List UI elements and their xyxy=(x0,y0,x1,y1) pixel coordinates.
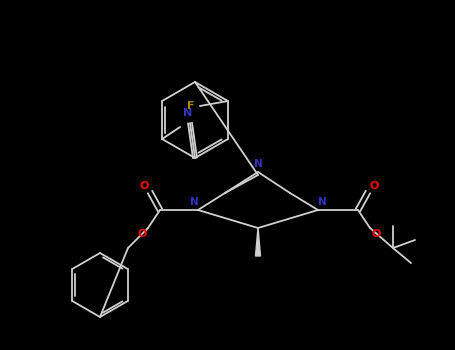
Text: O: O xyxy=(139,181,149,191)
Text: N: N xyxy=(190,197,198,207)
Text: O: O xyxy=(137,229,147,239)
Text: N: N xyxy=(318,197,326,207)
Text: N: N xyxy=(253,159,263,169)
Text: O: O xyxy=(369,181,379,191)
Text: O: O xyxy=(371,229,381,239)
Polygon shape xyxy=(256,228,261,256)
Text: N: N xyxy=(183,108,192,118)
Text: F: F xyxy=(187,101,195,111)
